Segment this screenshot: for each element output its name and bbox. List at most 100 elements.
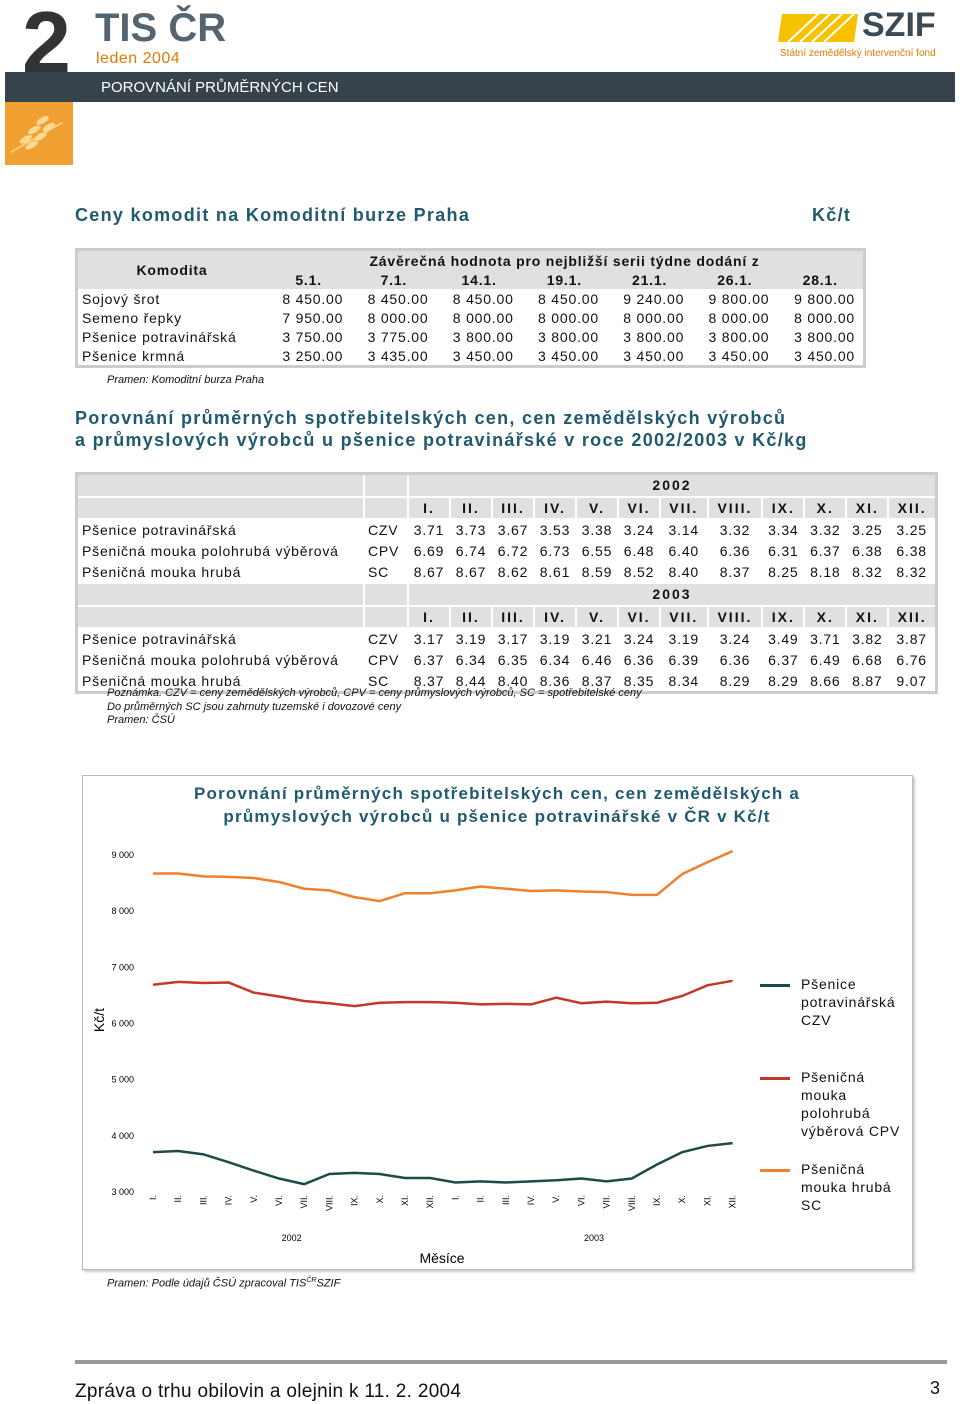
x-tick-label: XII.: [425, 1195, 435, 1209]
cell: 3.67: [497, 522, 529, 539]
cell: 6.74: [455, 543, 487, 560]
legend-label: Pšenice potravinářská CZV: [801, 976, 896, 1028]
cell: 3 450.00: [538, 347, 599, 364]
legend-swatch: [760, 1077, 790, 1080]
note: Do průměrných SC jsou zahrnuty tuzemské …: [107, 701, 402, 713]
cell: 6.36: [719, 543, 751, 560]
cell: 6.34: [455, 652, 487, 669]
row-type: SC: [368, 563, 390, 580]
cell: 8.35: [623, 672, 655, 689]
header-cell: [75, 472, 365, 498]
cell: 6.73: [539, 543, 571, 560]
cell: 3.17: [497, 631, 529, 648]
cell: 3.19: [668, 631, 699, 648]
cell: 8 000.00: [367, 309, 429, 326]
footer-rule: [75, 1360, 947, 1364]
header-cell: 19.1.: [521, 270, 607, 289]
header-cell: 2003: [407, 581, 938, 607]
chart: Porovnání průměrných spotřebitelských ce…: [91, 784, 799, 1266]
cell: 3.32: [719, 522, 751, 539]
x-tick-label: I.: [148, 1195, 158, 1200]
cell: 8.59: [581, 563, 613, 580]
legend-label: Pšeničná mouka hrubá SC: [801, 1161, 892, 1213]
cell: 8.36: [539, 672, 571, 689]
row-label: Pšeničná mouka hrubá: [82, 672, 242, 689]
table-row: Sojový šrot 8 450.00 8 450.00 8 450.00 8 450…: [77, 289, 865, 308]
cell: 3 800.00: [538, 328, 599, 345]
header-row: I. II. III. IV. V. VI. VII. VIII. IX. X. XI. XII.: [75, 495, 938, 521]
cell: 8.61: [539, 563, 571, 580]
header-cell: [363, 604, 409, 630]
header-cell: 26.1.: [692, 270, 778, 289]
cell: 3 800.00: [794, 328, 855, 345]
x-tick-label: VI.: [274, 1195, 284, 1206]
x-tick-label: VI.: [576, 1195, 586, 1206]
x-tick-label: VII.: [602, 1195, 612, 1209]
cell: 8.87: [852, 672, 883, 689]
table-row: Pšeničná mouka hrubá SC 8.67 8.67 8.62 8.61 8.…: [77, 561, 937, 583]
cell: 3.87: [896, 631, 927, 648]
row-label: Pšeničná mouka hrubá: [82, 563, 242, 580]
table-row: Pšenice krmná 3 250.00 3 435.00 3 450.00 3 4…: [77, 346, 865, 367]
header-cell: VI.: [617, 495, 661, 521]
cell: 3.17: [413, 631, 445, 648]
cell: 3 435.00: [367, 347, 429, 364]
year-label: 2003: [584, 1233, 604, 1243]
chart-frame: [82, 775, 913, 1270]
cell: 6.68: [852, 652, 883, 669]
cell: 8.67: [413, 563, 445, 580]
cell: 8 450.00: [452, 290, 514, 307]
cell: 8.52: [623, 563, 655, 580]
cell: 6.38: [896, 543, 927, 560]
cell: 8.67: [455, 563, 487, 580]
header-cell: 5.1.: [266, 270, 352, 289]
y-tick-label: 6 000: [111, 1019, 134, 1029]
x-tick-label: IV.: [224, 1195, 234, 1205]
cell: 6.72: [497, 543, 529, 560]
header-cell: [75, 495, 365, 521]
x-tick-label: V.: [551, 1195, 561, 1203]
cell: 8.66: [810, 672, 841, 689]
cell: 3.49: [768, 631, 799, 648]
source-text: SZIF: [316, 1277, 341, 1290]
cell: 8.37: [581, 672, 613, 689]
row-label: Semeno řepky: [82, 309, 182, 326]
header-row: I. II. III. IV. V. VI. VII. VIII. IX. X. XI. XII.: [75, 604, 938, 630]
legend-label: Pšeničná mouka polohrubá výběrová CPV: [801, 1069, 901, 1139]
y-tick-label: 5 000: [111, 1075, 134, 1085]
x-tick-label: I.: [450, 1195, 460, 1200]
cell: 8.32: [852, 563, 883, 580]
cell: 6.37: [413, 652, 445, 669]
logo-subtitle: Státní zemědělský intervenční fond: [780, 48, 936, 59]
y-tick-label: 3 000: [111, 1187, 134, 1197]
cell: 3.21: [581, 631, 613, 648]
cell: 6.36: [623, 652, 655, 669]
cell: 3.24: [623, 631, 655, 648]
cell: 8.34: [668, 672, 699, 689]
cell: 3 800.00: [452, 328, 514, 345]
header-cell: X.: [803, 495, 848, 521]
header-cell: IV.: [533, 604, 577, 630]
chart-title: průmyslových výrobců u pšenice potraviná…: [223, 807, 770, 826]
commodity-table: Komodita Závěrečná hodnota pro nejbližší …: [75, 248, 866, 368]
header-cell: XI.: [845, 604, 890, 630]
cell: 8.37: [413, 672, 445, 689]
header-cell: X.: [803, 604, 848, 630]
x-tick-label: XII.: [728, 1195, 738, 1209]
header-cell: I.: [407, 495, 451, 521]
source-sup: ČR: [306, 1277, 317, 1284]
x-axis-label: Měsíce: [419, 1250, 464, 1266]
cell: 3.53: [539, 522, 571, 539]
y-tick-label: 8 000: [111, 906, 134, 916]
cell: 8.29: [719, 672, 751, 689]
header-cell: [363, 495, 409, 521]
cell: 3.25: [852, 522, 883, 539]
cell: 6.46: [581, 652, 613, 669]
header-cell: [363, 472, 409, 498]
series-line: [152, 1141, 733, 1186]
cell: 9 240.00: [623, 290, 685, 307]
cell: 6.37: [810, 543, 841, 560]
header-cell: II.: [449, 495, 493, 521]
section-unit: Kč/t: [812, 205, 852, 225]
x-tick-label: X.: [677, 1195, 687, 1204]
